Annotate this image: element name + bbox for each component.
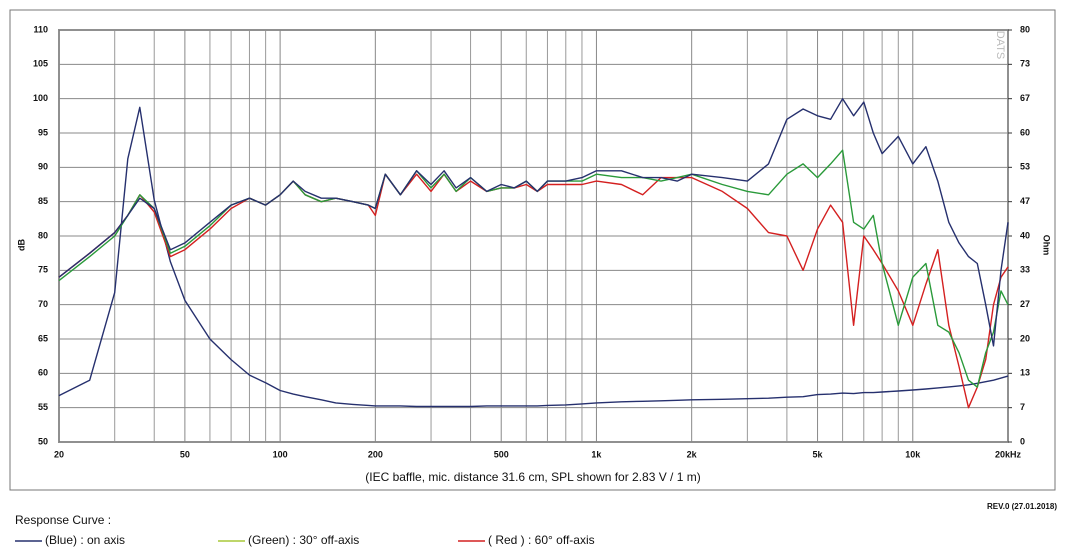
x-tick-label: 500 bbox=[494, 449, 509, 459]
x-tick-label: 5k bbox=[813, 449, 824, 459]
y2-tick-label: 40 bbox=[1020, 230, 1030, 240]
y-axis-label: dB bbox=[16, 239, 26, 251]
response-line bbox=[58, 106, 1009, 408]
y-tick-label: 65 bbox=[38, 333, 48, 343]
y2-tick-label: 53 bbox=[1020, 162, 1030, 172]
y-tick-label: 55 bbox=[38, 402, 48, 412]
y-tick-label: 105 bbox=[33, 59, 48, 69]
y-tick-label: 75 bbox=[38, 265, 48, 275]
x-tick-label: 2k bbox=[687, 449, 698, 459]
x-tick-label: 200 bbox=[368, 449, 383, 459]
x-tick-label: 100 bbox=[273, 449, 288, 459]
y2-tick-label: 67 bbox=[1020, 93, 1030, 103]
legend-label: ( Red ) : 60° off-axis bbox=[488, 533, 595, 547]
x-tick-label: 20 bbox=[54, 449, 64, 459]
caption: (IEC baffle, mic. distance 31.6 cm, SPL … bbox=[365, 470, 700, 484]
y-tick-label: 95 bbox=[38, 127, 48, 137]
y-tick-label: 60 bbox=[38, 368, 48, 378]
x-tick-label: 50 bbox=[180, 449, 190, 459]
y2-tick-label: 27 bbox=[1020, 299, 1030, 309]
legend-title: Response Curve : bbox=[15, 513, 111, 527]
legend-label: (Blue) : on axis bbox=[45, 533, 125, 547]
y2-tick-label: 13 bbox=[1020, 368, 1030, 378]
x-tick-label: 20kHz bbox=[995, 449, 1022, 459]
y2-tick-label: 20 bbox=[1020, 333, 1030, 343]
response-line bbox=[58, 98, 1009, 347]
x-tick-label: 1k bbox=[591, 449, 602, 459]
y2-tick-label: 47 bbox=[1020, 196, 1030, 206]
legend-label: (Green) : 30° off-axis bbox=[248, 533, 359, 547]
y2-axis-label: Ohm bbox=[1042, 235, 1052, 256]
y-tick-label: 90 bbox=[38, 162, 48, 172]
y2-tick-label: 7 bbox=[1020, 402, 1025, 412]
y-tick-label: 100 bbox=[33, 93, 48, 103]
y-tick-label: 110 bbox=[33, 24, 48, 34]
y-tick-label: 70 bbox=[38, 299, 48, 309]
y2-tick-label: 0 bbox=[1020, 436, 1025, 446]
y-tick-label: 85 bbox=[38, 196, 48, 206]
y2-tick-label: 73 bbox=[1020, 59, 1030, 69]
y2-tick-label: 80 bbox=[1020, 24, 1030, 34]
y-tick-label: 80 bbox=[38, 230, 48, 240]
x-tick-label: 10k bbox=[905, 449, 921, 459]
revision: REV.0 (27.01.2018) bbox=[987, 502, 1057, 511]
y2-tick-label: 60 bbox=[1020, 127, 1030, 137]
watermark: DATS bbox=[994, 31, 1006, 60]
y-tick-label: 50 bbox=[38, 436, 48, 446]
y2-tick-label: 33 bbox=[1020, 265, 1030, 275]
